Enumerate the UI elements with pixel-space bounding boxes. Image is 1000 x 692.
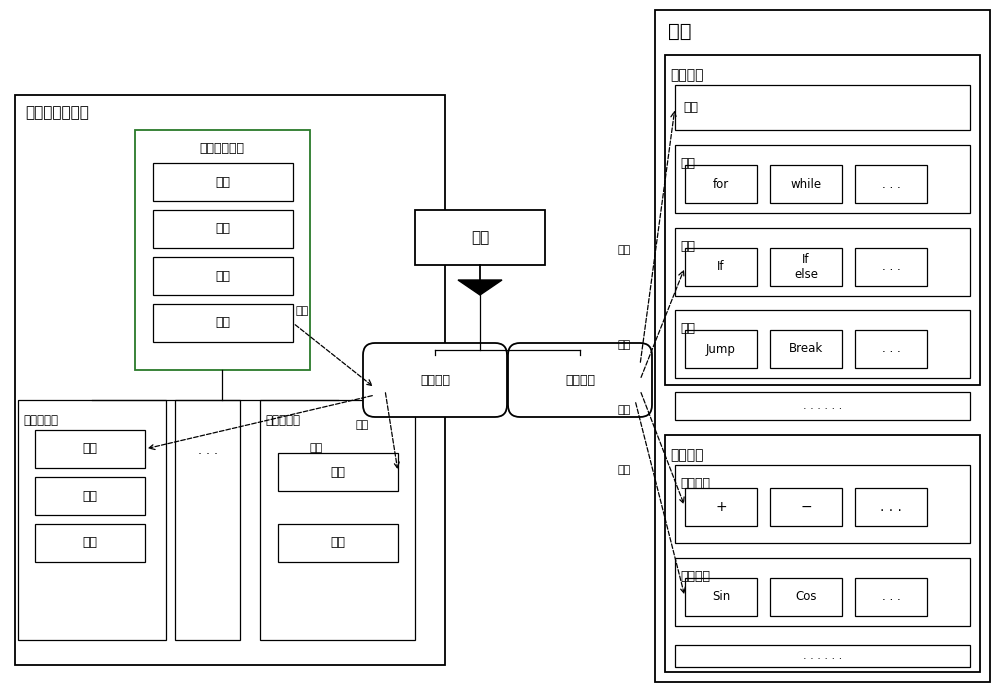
Bar	[415, 210, 545, 265]
Text: . . .: . . .	[882, 178, 900, 190]
Bar	[135, 130, 310, 370]
Bar	[675, 228, 970, 296]
Text: 功能: 功能	[216, 176, 230, 188]
Text: 执行: 执行	[618, 340, 631, 350]
Bar	[675, 85, 970, 130]
Bar	[655, 10, 990, 682]
Text: 算元活动: 算元活动	[565, 374, 595, 387]
Bar	[278, 524, 398, 562]
Text: . . .: . . .	[880, 500, 902, 514]
Text: 构件活动: 构件活动	[420, 374, 450, 387]
Text: . . .: . . .	[882, 590, 900, 603]
Text: while: while	[790, 178, 822, 190]
Text: 循环: 循环	[680, 157, 695, 170]
Text: 算元: 算元	[668, 22, 692, 41]
Bar	[153, 257, 293, 295]
Text: 执行: 执行	[296, 306, 309, 316]
Bar	[855, 165, 927, 203]
Text: 顺序: 顺序	[683, 101, 698, 114]
Bar	[35, 477, 145, 515]
Text: 逻辑算元: 逻辑算元	[670, 68, 704, 82]
Text: −: −	[800, 500, 812, 514]
FancyBboxPatch shape	[363, 343, 507, 417]
Bar	[685, 165, 757, 203]
Bar	[35, 430, 145, 468]
Text: . . . . . .: . . . . . .	[803, 401, 842, 411]
Bar	[770, 488, 842, 526]
Bar	[278, 453, 398, 491]
Bar	[675, 145, 970, 213]
Bar	[685, 248, 757, 286]
Bar	[675, 465, 970, 543]
Text: 活动: 活动	[471, 230, 489, 245]
Text: 父子结构功能集: 父子结构功能集	[25, 105, 89, 120]
Text: 功能: 功能	[82, 442, 98, 455]
Text: 运算算元: 运算算元	[670, 448, 704, 462]
Bar	[685, 578, 757, 616]
Text: 功能: 功能	[82, 489, 98, 502]
Text: 三角函数: 三角函数	[680, 570, 710, 583]
Bar	[855, 488, 927, 526]
Text: . . . . . .: . . . . . .	[803, 651, 842, 661]
Bar	[665, 55, 980, 385]
Bar	[855, 248, 927, 286]
Bar	[153, 163, 293, 201]
Polygon shape	[458, 280, 502, 295]
Text: . . .: . . .	[882, 260, 900, 273]
Text: If
else: If else	[794, 253, 818, 281]
Bar	[18, 400, 166, 640]
Bar	[770, 330, 842, 368]
Text: 子构件类型: 子构件类型	[265, 414, 300, 427]
Text: 执行: 执行	[355, 420, 368, 430]
Bar	[675, 645, 970, 667]
Text: 功能: 功能	[82, 536, 98, 549]
Bar	[175, 400, 240, 640]
Text: Jump: Jump	[706, 343, 736, 356]
Text: Break: Break	[789, 343, 823, 356]
Text: 所涉构件类型: 所涉构件类型	[200, 142, 244, 155]
Text: for: for	[713, 178, 729, 190]
Bar	[770, 578, 842, 616]
Bar	[153, 304, 293, 342]
Bar	[685, 330, 757, 368]
Bar	[685, 488, 757, 526]
Text: 功能: 功能	[216, 316, 230, 329]
Bar	[15, 95, 445, 665]
Text: 功能: 功能	[330, 466, 346, 478]
Bar	[153, 210, 293, 248]
Bar	[770, 248, 842, 286]
Text: 四则运算: 四则运算	[680, 477, 710, 490]
Bar	[35, 524, 145, 562]
Bar	[665, 435, 980, 672]
Bar	[675, 310, 970, 378]
Text: . . .: . . .	[882, 343, 900, 356]
Bar	[260, 400, 415, 640]
Text: 条件: 条件	[680, 240, 695, 253]
Text: 功能: 功能	[216, 269, 230, 282]
Bar	[675, 392, 970, 420]
Text: 转移: 转移	[680, 322, 695, 335]
Bar	[770, 165, 842, 203]
Text: Cos: Cos	[795, 590, 817, 603]
Text: 功能: 功能	[216, 223, 230, 235]
Text: 功能: 功能	[330, 536, 346, 549]
Text: 子构件类型: 子构件类型	[23, 414, 58, 427]
Text: If: If	[717, 260, 725, 273]
Text: 执行: 执行	[618, 245, 631, 255]
Text: 执行: 执行	[618, 465, 631, 475]
Bar	[855, 330, 927, 368]
Text: 执行: 执行	[618, 405, 631, 415]
Text: 执行: 执行	[310, 443, 323, 453]
Text: +: +	[715, 500, 727, 514]
Bar	[855, 578, 927, 616]
FancyBboxPatch shape	[508, 343, 652, 417]
Text: Sin: Sin	[712, 590, 730, 603]
Bar	[675, 558, 970, 626]
Text: . . .: . . .	[198, 444, 218, 457]
